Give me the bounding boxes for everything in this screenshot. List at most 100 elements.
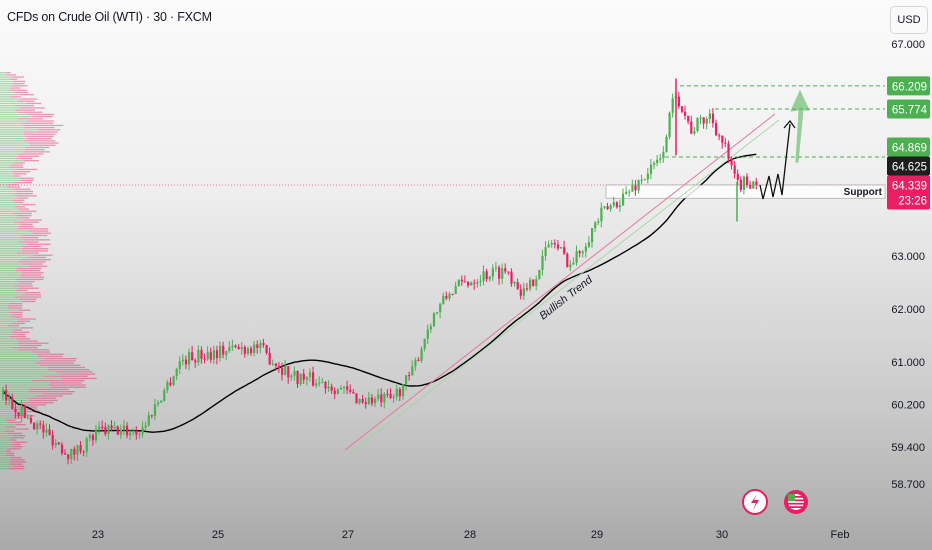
profile-bar-down	[13, 91, 29, 94]
profile-bar-up	[0, 195, 16, 197]
candle-body	[659, 158, 662, 160]
candle-body	[318, 382, 321, 384]
profile-bar-up	[0, 250, 23, 252]
profile-bar-down	[14, 417, 23, 419]
profile-bar-down	[23, 410, 40, 413]
profile-bar-down	[23, 239, 51, 241]
candle-body	[625, 191, 628, 194]
profile-bar-down	[17, 261, 46, 263]
profile-bar-up	[0, 331, 12, 333]
profile-bar-down	[18, 153, 44, 155]
profile-bar-down	[10, 459, 25, 461]
candle-body	[305, 377, 308, 380]
profile-bar-down	[15, 424, 26, 426]
profile-bar-up	[0, 393, 43, 395]
profile-bar-up	[0, 432, 8, 435]
profile-bar-up	[0, 221, 15, 223]
candle-body	[702, 117, 705, 124]
candle-body	[60, 444, 64, 454]
projected-path[interactable]	[759, 123, 791, 200]
profile-bar-up	[0, 355, 39, 358]
profile-bar-down	[24, 146, 50, 149]
trendline-lower[interactable]	[351, 119, 780, 453]
lightning-event-icon[interactable]	[742, 489, 768, 515]
candle-body	[45, 429, 48, 433]
profile-bar-down	[12, 175, 21, 177]
profile-bar-down	[10, 164, 24, 166]
profile-bar-up	[0, 179, 22, 182]
candle-body	[479, 280, 482, 283]
profile-bar-up	[0, 182, 14, 184]
support-zone[interactable]	[605, 184, 886, 199]
profile-bar-up	[0, 188, 13, 190]
moving-average-line[interactable]	[2, 153, 757, 433]
candle-body	[727, 143, 730, 159]
profile-bar-down	[9, 437, 25, 439]
profile-bar-down	[8, 305, 23, 307]
candle-body	[253, 344, 256, 354]
candle-body	[637, 180, 640, 191]
profile-bar-up	[0, 162, 15, 164]
candle-body	[556, 244, 560, 249]
profile-bar-up	[0, 155, 18, 157]
profile-bar-up	[0, 395, 36, 397]
candle-body	[256, 344, 259, 349]
candle-body	[662, 151, 665, 159]
profile-bar-down	[7, 452, 15, 454]
profile-bar-down	[9, 336, 27, 338]
candle-body	[42, 424, 45, 433]
candle-body	[498, 267, 501, 279]
candle-body	[308, 372, 312, 378]
candle-body	[265, 345, 268, 353]
profile-bar-up	[0, 254, 35, 256]
profile-bar-down	[21, 300, 36, 303]
profile-bar-up	[0, 122, 22, 124]
profile-bar-down	[16, 270, 41, 272]
time-axis-label: 27	[342, 529, 354, 541]
candle-body	[203, 358, 206, 360]
candle-body	[82, 451, 85, 453]
overlay-drawings	[759, 89, 810, 200]
candles	[2, 78, 758, 465]
candle-body	[169, 382, 172, 385]
candle-body	[132, 430, 135, 433]
candle-body	[333, 390, 336, 394]
candle-body	[550, 243, 553, 245]
profile-bar-up	[0, 219, 24, 221]
profile-bar-down	[13, 465, 25, 468]
candle-body	[584, 246, 587, 252]
time-axis-label: Feb	[831, 529, 850, 541]
profile-bar-down	[22, 404, 46, 406]
us-flag-event-icon[interactable]	[784, 490, 808, 514]
candle-body	[370, 397, 374, 404]
candle-body	[48, 429, 51, 435]
candle-body	[246, 348, 250, 354]
profile-bar-up	[0, 419, 7, 421]
profile-bar-down	[38, 355, 63, 358]
profile-bar-down	[12, 76, 25, 78]
profile-bar-up	[0, 208, 19, 210]
profile-bar-up	[0, 186, 8, 188]
profile-bar-up	[0, 133, 25, 135]
profile-bar-up	[0, 452, 8, 454]
profile-bar-up	[0, 116, 33, 118]
profile-bar-down	[20, 210, 37, 212]
profile-bar-up	[0, 294, 23, 296]
trendline-upper[interactable]	[344, 113, 776, 451]
price-tags: 66.209 65.774 64.869 64.625 64.339 23:26	[887, 76, 930, 210]
candle-body	[417, 359, 420, 361]
profile-bar-down	[17, 320, 30, 322]
candle-body	[699, 117, 702, 119]
candle-body	[736, 173, 739, 180]
profile-bar-down	[8, 166, 24, 168]
profile-bar-down	[39, 360, 76, 362]
currency-button[interactable]: USD	[890, 6, 928, 34]
candle-body	[597, 221, 600, 223]
candle-body	[529, 279, 532, 289]
profile-bar-down	[18, 287, 39, 289]
profile-bar-down	[9, 461, 27, 463]
candle-body	[640, 179, 643, 181]
profile-bar-down	[14, 162, 26, 164]
profile-bar-up	[0, 410, 24, 413]
